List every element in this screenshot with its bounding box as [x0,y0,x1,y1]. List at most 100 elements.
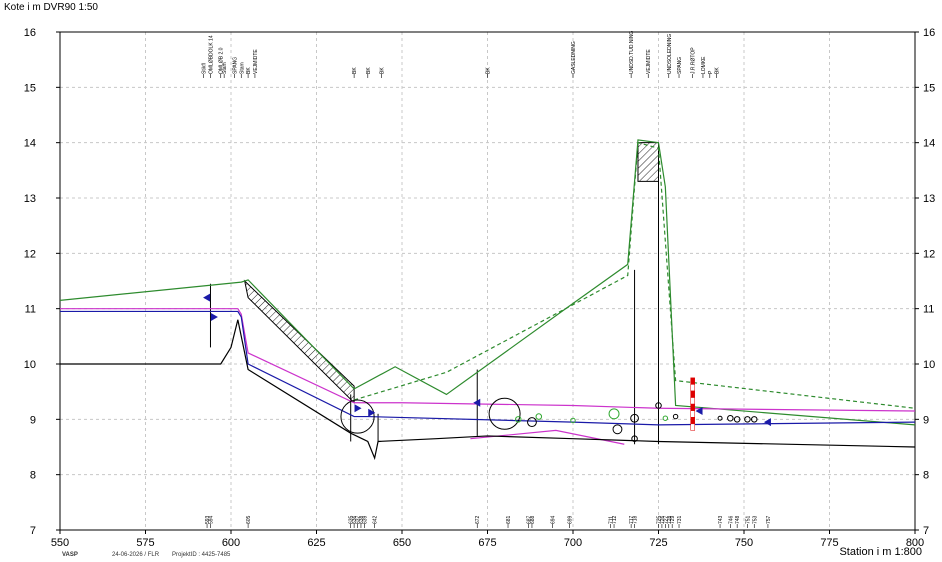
x-tick-label: 650 [393,537,411,549]
bottom-label-text: 672 [475,515,481,524]
top-label-text: UNDSD.TUD.NING [629,31,635,74]
pipe-circle [672,413,679,420]
bottom-label-text: 681 [506,515,512,524]
y-tick-label-right: 15 [923,82,935,94]
footer-project-id: ProjektID : 4425-7485 [172,552,231,558]
x-tick-label: 750 [735,537,753,549]
pipe-circle [535,413,543,420]
top-label-text: BK [246,67,252,74]
y-tick-label-left: 10 [24,359,36,371]
x-tick-label: 725 [649,537,667,549]
pipe-circle [527,417,537,428]
bottom-label-text: 605 [246,515,252,524]
marker-triangle [473,398,481,407]
bottom-label-text: 727 [663,515,669,524]
bottom-label-text: 748 [735,515,741,524]
pole-segment [690,390,695,398]
marker-triangle [368,408,376,417]
bottom-label-text: 639 [362,515,368,524]
y-tick-label-left: 14 [24,138,36,150]
pipe-circle [750,416,758,423]
top-label-text: VEJMIDTE [253,49,259,74]
y-tick-label-left: 12 [24,248,36,260]
x-tick-label: 800 [906,537,924,549]
x-tick-label: 700 [564,537,582,549]
bottom-label-text: 593 [205,515,211,524]
bottom-label-text: 746 [728,515,734,524]
y-tick-label-left: 13 [24,193,36,205]
grid [59,31,916,531]
series-line [59,139,916,426]
pole-segment [690,403,695,411]
bottom-label-text: 726 [660,515,666,524]
bottom-label-text: 638 [359,515,365,524]
markers [203,293,771,427]
hatched-area [637,142,659,182]
bottom-label-text: 757 [766,515,772,524]
x-axis-label: Station i m 1:800 [839,546,922,558]
series-lines [59,139,916,461]
pole-segment [690,377,695,385]
y-tick-label-right: 16 [923,27,935,39]
bottom-label-text: 743 [718,515,724,524]
pipe-circle [630,413,639,423]
top-label-text: SPANG [232,57,238,74]
y-tick-label-right: 9 [923,414,929,426]
top-label-text: P [708,70,714,74]
pipe-circle [570,417,576,424]
y-tick-label-right: 13 [923,193,935,205]
y-tick-label-left: 7 [30,525,36,537]
bottom-label-text: 694 [550,515,556,524]
x-tick-label: 625 [307,537,325,549]
pole-segment [690,423,695,431]
top-label-text: Stikfl [202,63,208,74]
bottom-label-text: 753 [752,515,758,524]
bottom-label-text: 718 [633,515,639,524]
bottom-label-text: 725 [657,515,663,524]
y-tick-label-right: 14 [923,138,935,150]
y-tick-label-left: 9 [30,414,36,426]
top-label-text: UNDSOLEDNING [667,34,673,74]
pipe-circle [340,399,375,434]
x-tick-label: 575 [136,537,154,549]
marker-triangle [695,407,703,416]
pipe-circle [744,416,751,423]
pipe-circle [488,397,521,430]
top-label-text: Stam [239,62,245,74]
top-label-text: LOMKE [701,56,707,74]
top-label-text: BK [366,67,372,74]
bottom-label-text: 717 [629,515,635,524]
pipe-circle [655,402,662,409]
bottom-label-text: 637 [356,515,362,524]
y-tick-label-right: 11 [923,304,934,316]
y-tick-label-right: 10 [923,359,935,371]
top-label-text: J.R.RØTOP [691,47,697,74]
x-tick-label: 775 [820,537,838,549]
bottom-label-text: 687 [527,515,533,524]
bottom-label-text: 729 [670,515,676,524]
top-label-text: GASLEDNING [571,41,577,74]
series-line [60,310,916,426]
pole-segment [690,410,695,418]
top-label-text: BK [486,67,492,74]
top-label-text: VEJMIDTE [646,49,652,74]
bottom-label-text: 642 [373,515,379,524]
pipe-circle [662,415,669,421]
y-tick-label-right: 8 [923,470,929,482]
footer-vasp: VASP [62,552,78,558]
y-tick-label-left: 16 [24,27,36,39]
pole-segment [690,384,695,392]
bottom-label-text: 636 [352,515,358,524]
marker-triangle [203,293,211,302]
top-label-text: BK [352,67,358,74]
top-label-text: BK [715,67,721,74]
x-tick-label: 550 [51,537,69,549]
survey-pole [690,377,695,431]
y-tick-label-right: 12 [923,248,935,260]
plot-frame [59,31,916,531]
pole-segment [690,397,695,405]
bottom-label-text: 699 [568,515,574,524]
pipe-circle [727,414,734,422]
